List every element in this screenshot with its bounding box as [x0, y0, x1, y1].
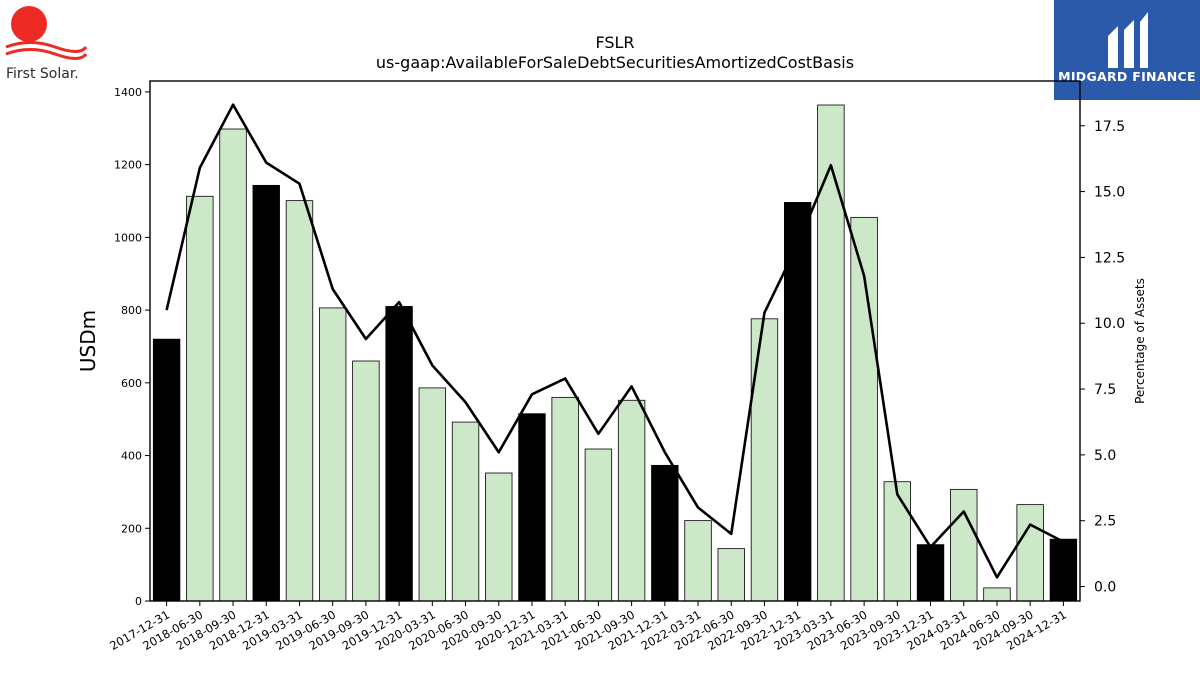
percentage-line — [165, 103, 1064, 579]
chart-subtitle: us-gaap:AvailableForSaleDebtSecuritiesAm… — [376, 53, 854, 72]
bar-2020-12-31 — [518, 413, 546, 602]
bar-2022-09-30 — [750, 318, 779, 602]
y2-tick-label: 0.0 — [1094, 580, 1116, 596]
bar-2022-03-31 — [684, 520, 712, 602]
bar-2021-09-30 — [617, 399, 646, 602]
bar-2020-06-30 — [451, 421, 480, 602]
bar-2020-09-30 — [485, 472, 513, 602]
y-tick-label: 1400 — [114, 86, 142, 99]
bar-2024-09-30 — [1016, 504, 1044, 602]
bar-2020-03-31 — [418, 387, 447, 602]
bar-2018-09-30 — [219, 128, 247, 602]
bar-2024-03-31 — [950, 488, 978, 602]
y2-axis-label: Percentage of Assets — [1133, 278, 1147, 404]
bar-2021-03-31 — [551, 396, 579, 602]
y-tick-label: 1200 — [114, 159, 142, 172]
y2-tick-label: 5.0 — [1094, 448, 1116, 464]
y-tick-label: 400 — [121, 450, 142, 463]
y-tick-label: 800 — [121, 304, 142, 317]
bar-2023-12-31 — [916, 544, 945, 602]
bar-2024-06-30 — [983, 587, 1011, 602]
y2-tick-label: 10.0 — [1094, 316, 1125, 332]
bar-2018-12-31 — [252, 184, 280, 602]
bar-2018-06-30 — [186, 195, 214, 602]
y2-tick-label: 7.5 — [1094, 382, 1116, 398]
y-tick-label: 0 — [135, 595, 142, 608]
y2-tick-label: 15.0 — [1094, 185, 1125, 201]
chart-title: FSLR — [595, 33, 634, 52]
bar-2023-09-30 — [883, 481, 912, 602]
first-solar-wave-icon-2 — [5, 48, 88, 60]
bar-2024-12-31 — [1049, 538, 1078, 602]
line-layer — [165, 103, 1064, 579]
bar-2023-03-31 — [817, 104, 845, 602]
bar-2022-06-30 — [717, 548, 745, 602]
plot-frame — [149, 80, 1081, 602]
bar-2019-03-31 — [285, 200, 314, 602]
bar-2021-12-31 — [651, 464, 679, 602]
bar-2017-12-31 — [152, 338, 181, 602]
bar-2019-09-30 — [352, 360, 380, 602]
y-tick-label: 200 — [121, 522, 142, 535]
first-solar-logo-text: First Solar. — [6, 66, 79, 82]
y2-tick-label: 17.5 — [1094, 119, 1125, 135]
y-tick-label: 600 — [121, 377, 142, 390]
midgard-logo-text: MIDGARD FINANCE — [1058, 69, 1196, 84]
y-axis-label: USDm — [76, 310, 100, 372]
midgard-m-icon — [1108, 12, 1148, 68]
bar-2019-12-31 — [385, 306, 413, 602]
first-solar-sun-icon — [11, 6, 47, 42]
first-solar-wave-icon — [5, 41, 88, 53]
bar-2022-12-31 — [783, 202, 812, 602]
y-tick-label: 1000 — [114, 231, 142, 244]
first-solar-logo: First Solar. — [5, 6, 88, 82]
bar-layer — [152, 104, 1078, 602]
bar-2021-06-30 — [584, 448, 613, 602]
y2-tick-label: 12.5 — [1094, 250, 1125, 266]
y2-tick-label: 2.5 — [1094, 514, 1116, 530]
bar-2019-06-30 — [318, 307, 347, 602]
midgard-finance-logo: MIDGARD FINANCE — [1054, 0, 1200, 100]
